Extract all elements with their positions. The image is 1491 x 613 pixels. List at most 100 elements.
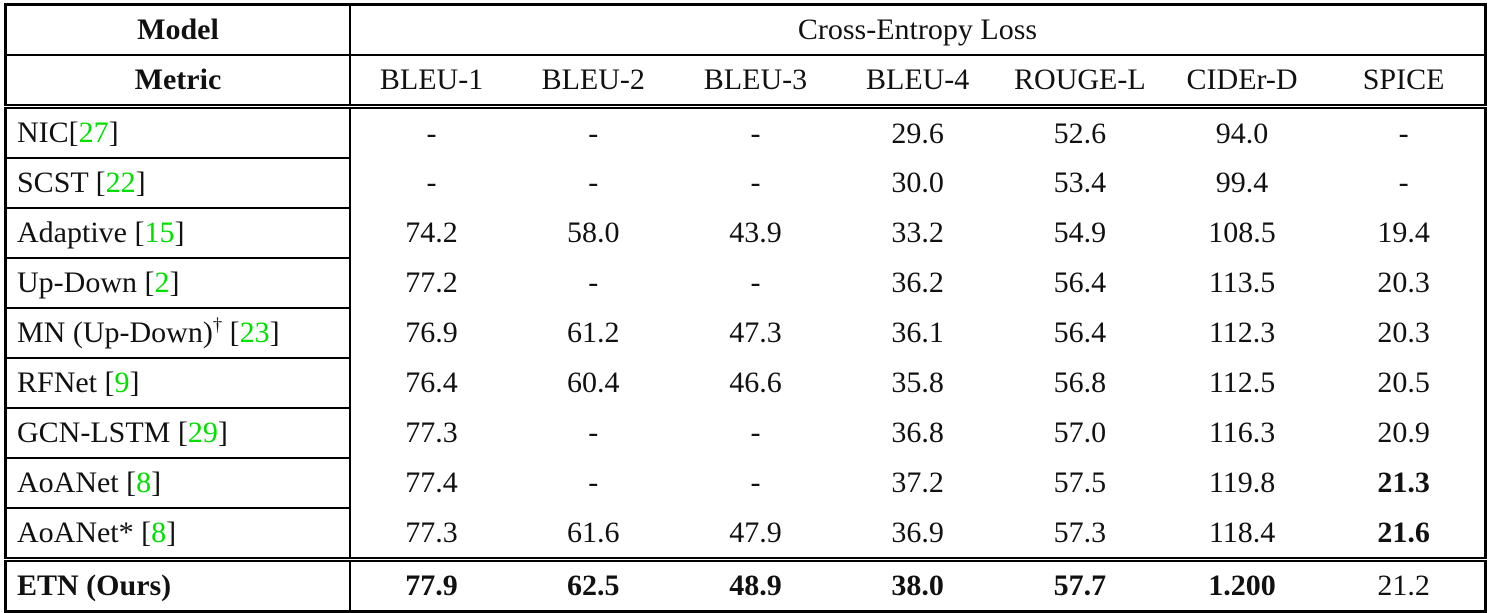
metric-corner-header: Metric	[5, 55, 351, 109]
model-name: RFNet	[17, 366, 98, 399]
model-name: SCST	[17, 166, 89, 199]
column-header-bleu3: BLEU-3	[674, 55, 837, 109]
value-cell: -	[588, 166, 599, 199]
value-cell: 46.6	[729, 366, 782, 399]
value-cell: 77.2	[405, 266, 458, 299]
citation-bracket-close: ]	[169, 266, 180, 299]
column-header-bleu1: BLEU-1	[349, 55, 513, 109]
model-label: AoANet* [8]	[5, 508, 351, 561]
value-cell: 36.8	[891, 416, 944, 449]
value-cell: 77.9	[349, 557, 513, 612]
citation-bracket-open: [	[88, 166, 106, 199]
value-cell: 52.6	[1053, 116, 1107, 150]
citation-bracket-open: [	[137, 266, 155, 299]
value-cell: 20.9	[1377, 416, 1430, 449]
citation-number: 8	[151, 516, 167, 549]
table-row: RFNet [9] 76.4 60.4 46.6 35.8 56.8 112.5 20.5	[5, 358, 1486, 409]
citation-bracket-close: ]	[135, 166, 146, 199]
value-cell: 74.2	[405, 216, 458, 249]
citation-bracket-open: [	[97, 366, 115, 399]
value-cell: 20.5	[1377, 366, 1430, 399]
value-cell: 118.4	[1208, 515, 1276, 549]
value-cell: 19.4	[1377, 216, 1430, 249]
results-table: Model Cross-Entropy Loss Metric BLEU-1 B…	[4, 3, 1487, 613]
citation-bracket-open: [	[170, 416, 188, 449]
value-cell: 112.5	[1208, 366, 1276, 399]
value-cell: 77.3	[405, 515, 458, 549]
table-row: AoANet* [8] 77.3 61.6 47.9 36.9 57.3 118.4 21.6	[5, 508, 1486, 561]
table-row: Adaptive [15] 74.2 58.0 43.9 33.2 54.9 108.5 19…	[5, 208, 1486, 259]
value-cell: -	[750, 416, 761, 449]
citation-number: 29	[187, 416, 218, 449]
model-label: ETN (Ours)	[5, 557, 351, 613]
citation-bracket-close: ]	[151, 466, 162, 499]
value-cell: 112.3	[1208, 316, 1276, 349]
citation-number: 9	[114, 366, 130, 399]
citation-number: 22	[105, 166, 136, 199]
value-cell: 29.6	[891, 116, 944, 150]
value-cell: 35.8	[891, 366, 944, 399]
value-cell: 43.9	[729, 216, 782, 249]
model-name: GCN-LSTM	[17, 416, 171, 449]
results-table-figure: Model Cross-Entropy Loss Metric BLEU-1 B…	[4, 3, 1487, 613]
header-row-group: Model Cross-Entropy Loss	[5, 4, 1486, 56]
citation-number: 15	[144, 216, 175, 249]
model-name: ETN (Ours)	[17, 569, 172, 602]
value-cell: -	[1398, 166, 1409, 199]
model-label: Adaptive [15]	[5, 208, 351, 259]
citation-bracket-close: ]	[174, 216, 185, 249]
value-cell: 116.3	[1208, 416, 1276, 449]
value-cell: -	[588, 416, 599, 449]
table-row: ETN (Ours) 77.9 62.5 48.9 38.0 57.7 1.200 21.2	[5, 557, 1486, 613]
column-header-ciderd: CIDEr-D	[1160, 55, 1324, 109]
model-label: NIC[27]	[5, 106, 351, 159]
value-cell: 33.2	[891, 216, 944, 249]
table-row: GCN-LSTM [29] 77.3 - - 36.8 57.0 116.3 20.9	[5, 408, 1486, 459]
citation-bracket-close: ]	[269, 316, 280, 349]
column-header-rougel: ROUGE-L	[998, 55, 1161, 109]
model-label: SCST [22]	[5, 158, 351, 209]
model-name: MN (Up-Down)	[17, 316, 213, 349]
value-cell: 30.0	[891, 166, 944, 199]
table-body: NIC[27] - - -29.6 52.6 94.0- SCST [22] - - -30.0 5…	[5, 106, 1486, 613]
value-cell: -	[750, 166, 761, 199]
citation-bracket-open: [	[222, 316, 240, 349]
model-label: Up-Down [2]	[5, 258, 351, 309]
value-cell: -	[426, 166, 437, 199]
value-cell: 47.9	[729, 515, 782, 549]
citation-bracket-close: ]	[129, 366, 140, 399]
value-cell: 20.3	[1377, 316, 1430, 349]
value-cell: 61.6	[566, 515, 620, 549]
column-header-spice: SPICE	[1323, 55, 1486, 109]
header-row-metrics: Metric BLEU-1 BLEU-2 BLEU-3 BLEU-4 ROUGE…	[5, 55, 1486, 109]
citation-number: 27	[78, 116, 109, 149]
citation-bracket-open: [	[118, 466, 137, 499]
model-label: RFNet [9]	[5, 358, 351, 409]
value-cell: 21.3	[1377, 466, 1430, 499]
table-row: NIC[27] - - - 29.6 52.6 94.0 -	[5, 106, 1486, 159]
model-label: AoANet [8]	[5, 458, 351, 509]
model-name: Up-Down	[17, 266, 137, 299]
value-cell: 99.4	[1215, 166, 1269, 199]
model-name: Adaptive	[17, 216, 127, 249]
value-cell: -	[750, 116, 761, 150]
value-cell: 57.0	[1053, 416, 1107, 449]
citation-bracket-close: ]	[217, 416, 228, 449]
value-cell: -	[426, 116, 437, 150]
citation-number: 8	[136, 466, 152, 499]
value-cell: 57.7	[998, 557, 1161, 612]
value-cell: 56.4	[1053, 316, 1107, 349]
value-cell: 36.2	[891, 266, 944, 299]
value-cell: 36.1	[891, 316, 944, 349]
value-cell: 48.9	[674, 557, 837, 612]
value-cell: 54.9	[1053, 216, 1107, 249]
model-name: AoANet	[17, 466, 119, 499]
value-cell: 47.3	[729, 316, 782, 349]
column-header-bleu2: BLEU-2	[512, 55, 675, 109]
value-cell: 56.8	[1053, 366, 1107, 399]
value-cell: 21.2	[1323, 557, 1486, 612]
table-row: SCST [22] - - - 30.0 53.4 99.4 -	[5, 158, 1486, 209]
table-row: MN (Up-Down)† [23] 76.9 61.2 47.3 36.1 56.4 11…	[5, 308, 1486, 359]
column-header-bleu4: BLEU-4	[836, 55, 999, 109]
value-cell: 1.200	[1160, 557, 1324, 612]
